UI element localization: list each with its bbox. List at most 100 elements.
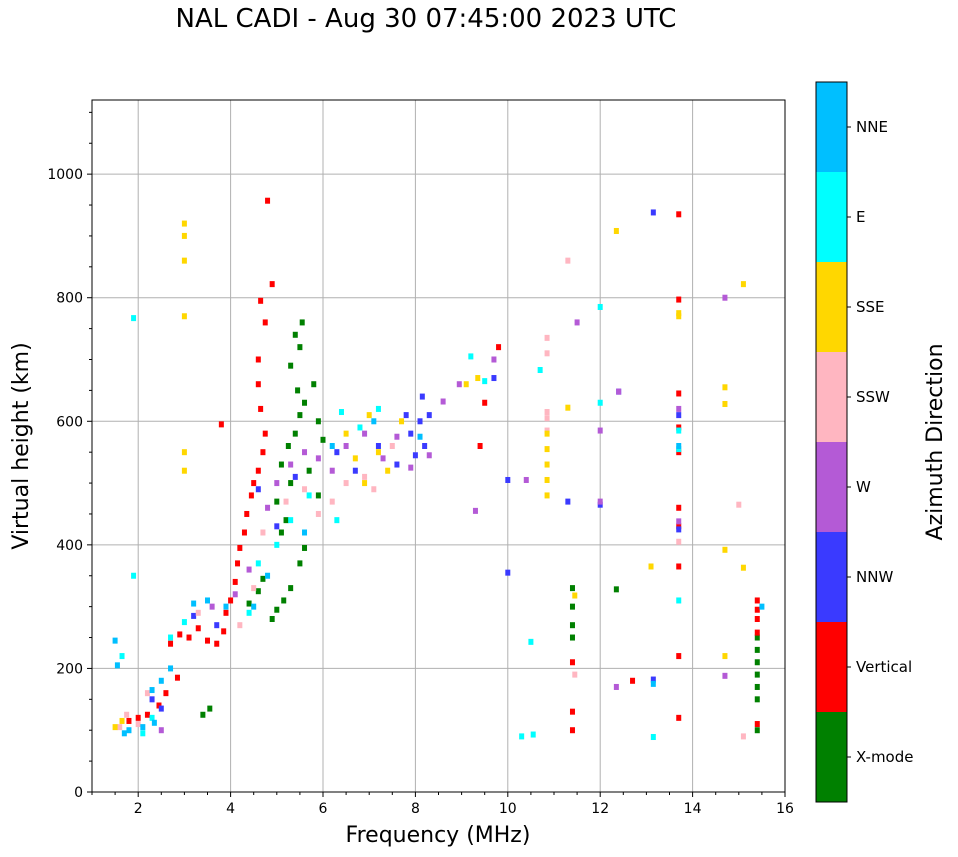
data-point [274, 541, 280, 548]
data-point [283, 517, 289, 524]
data-point [237, 544, 243, 551]
data-point [295, 387, 301, 394]
data-point [482, 399, 488, 406]
plot-area [92, 100, 785, 792]
data-point [472, 507, 478, 514]
data-point [569, 634, 575, 641]
data-point [232, 591, 238, 598]
data-point [394, 433, 400, 440]
data-point [676, 714, 682, 721]
data-point [181, 257, 187, 264]
data-point [530, 731, 536, 738]
data-point [246, 600, 252, 607]
data-point [195, 609, 201, 616]
data-point [676, 449, 682, 456]
data-point [112, 724, 118, 731]
colorbar-category-label: NNW [856, 568, 893, 586]
data-point [288, 517, 294, 524]
data-point [255, 356, 261, 363]
colorbar-category-label: NNE [856, 118, 888, 136]
data-point [597, 303, 603, 310]
x-tick-label: 12 [591, 801, 609, 817]
data-point [320, 436, 326, 443]
data-point [740, 733, 746, 740]
data-point [329, 443, 335, 449]
data-point [375, 405, 381, 412]
data-points [112, 197, 765, 741]
data-point [371, 486, 377, 493]
data-point [158, 727, 164, 734]
data-point [399, 418, 405, 425]
data-point [722, 294, 728, 301]
data-point [412, 452, 418, 459]
data-point [736, 501, 742, 508]
data-point [149, 696, 155, 703]
data-point [408, 430, 414, 437]
x-tick-label: 8 [411, 801, 420, 817]
data-point [200, 711, 206, 718]
data-point [274, 480, 280, 487]
data-point [218, 421, 224, 428]
data-point [292, 430, 298, 437]
data-point [221, 628, 227, 635]
data-point [246, 609, 252, 616]
colorbar-segment [816, 712, 847, 802]
y-tick-label: 400 [56, 538, 83, 554]
data-point [255, 381, 261, 388]
data-point [754, 606, 760, 613]
axis-ticks: 2 4 6 8 10 12 14 16 0 200 400 600 800 1000 [47, 111, 794, 817]
data-point [496, 344, 502, 351]
data-point [676, 597, 682, 604]
data-point [630, 677, 636, 684]
data-point [260, 449, 266, 456]
data-point [505, 476, 511, 483]
data-point [569, 708, 575, 715]
data-point [352, 467, 358, 474]
data-point [288, 362, 294, 369]
data-point [140, 730, 146, 737]
data-point [754, 683, 760, 690]
data-point [269, 616, 275, 622]
data-point [676, 653, 682, 660]
data-point [544, 461, 550, 468]
data-point [232, 578, 238, 585]
data-point [329, 498, 335, 505]
data-point [389, 443, 395, 449]
data-point [255, 560, 261, 567]
data-point [613, 586, 619, 593]
data-point [260, 575, 266, 582]
data-point [650, 209, 656, 216]
data-point [572, 592, 578, 599]
data-point [126, 727, 132, 734]
data-point [676, 443, 682, 449]
data-point [302, 399, 308, 406]
data-point [181, 220, 187, 227]
data-point [181, 232, 187, 239]
colorbar-segment [816, 532, 847, 622]
colorbar-segment [816, 82, 847, 172]
data-point [544, 415, 550, 422]
data-point [237, 622, 243, 629]
data-point [417, 418, 423, 425]
data-point [394, 461, 400, 468]
data-point [302, 449, 308, 456]
data-point [676, 526, 682, 533]
data-point [491, 375, 497, 382]
data-point [205, 637, 210, 644]
data-point [265, 197, 271, 204]
data-point [209, 603, 215, 610]
colorbar: X-mode Vertical NNW W SSW SSE E NNE [815, 81, 913, 803]
data-point [505, 569, 511, 576]
data-point [302, 544, 308, 551]
data-point [302, 529, 308, 536]
data-point [569, 603, 575, 610]
x-tick-label: 6 [319, 801, 328, 817]
data-point [422, 443, 428, 449]
data-point [255, 467, 261, 474]
data-point [676, 427, 682, 434]
data-point [362, 473, 368, 480]
data-point [754, 616, 760, 622]
data-point [149, 687, 155, 694]
data-point [119, 653, 125, 660]
data-point [754, 696, 760, 703]
